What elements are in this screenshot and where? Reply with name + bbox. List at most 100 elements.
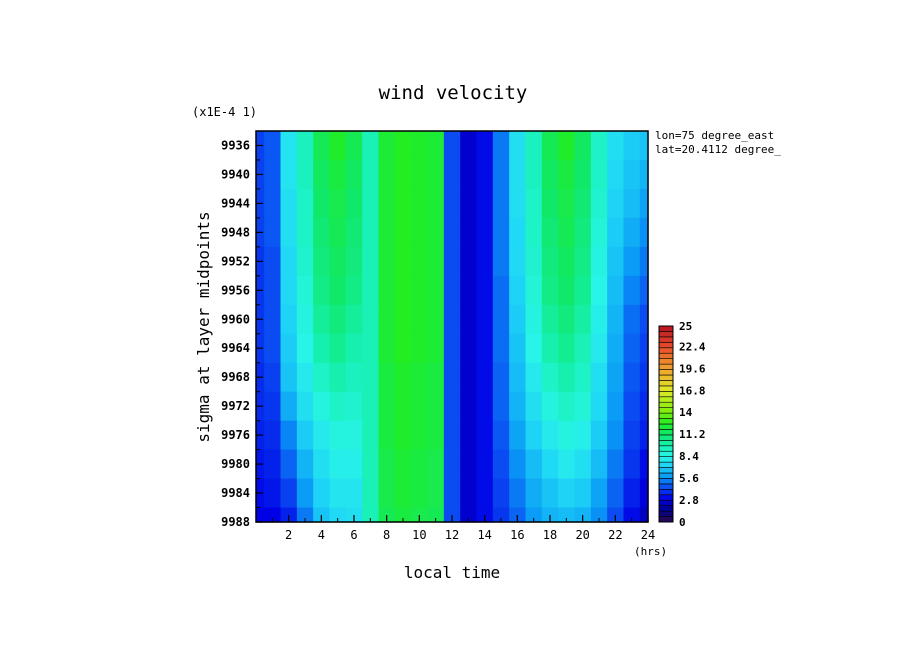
heatmap-cell xyxy=(296,159,314,190)
heatmap-cell xyxy=(492,159,510,190)
heatmap-cell xyxy=(590,304,608,335)
heatmap-cell xyxy=(525,217,543,248)
colorbar-tick-label: 8.4 xyxy=(679,450,699,463)
y-tick-label: 9936 xyxy=(221,138,250,152)
heatmap-cell xyxy=(492,478,510,509)
heatmap-cell xyxy=(378,391,396,422)
heatmap-cell xyxy=(623,333,641,364)
heatmap-cell xyxy=(623,507,641,523)
heatmap-cell xyxy=(362,217,380,248)
heatmap-cell xyxy=(264,304,282,335)
heatmap-cell xyxy=(639,478,649,509)
heatmap-cell xyxy=(394,420,412,451)
heatmap-cell xyxy=(362,333,380,364)
y-tick-label: 9980 xyxy=(221,457,250,471)
heatmap-cell xyxy=(574,304,592,335)
colorbar-swatch xyxy=(658,489,674,496)
heatmap-cell xyxy=(525,507,543,523)
heatmap-cell xyxy=(607,478,625,509)
y-axis-label: sigma at layer midpoints xyxy=(194,211,213,442)
heatmap-cell xyxy=(345,159,363,190)
heatmap-cell xyxy=(607,391,625,422)
heatmap-cell xyxy=(590,159,608,190)
heatmap-cell xyxy=(280,275,298,306)
colorbar-swatch xyxy=(658,450,674,457)
heatmap-cell xyxy=(443,275,461,306)
heatmap-cell xyxy=(296,478,314,509)
heatmap-cell xyxy=(345,478,363,509)
colorbar-swatch xyxy=(658,336,674,343)
heatmap-cell xyxy=(558,362,576,393)
heatmap-cell xyxy=(411,478,429,509)
heatmap-cell xyxy=(590,131,608,161)
colorbar-swatch xyxy=(658,369,674,376)
heatmap-cell xyxy=(574,449,592,480)
heatmap-cell xyxy=(296,391,314,422)
colorbar-tick-label: 5.6 xyxy=(679,472,699,485)
heatmap-cell xyxy=(362,391,380,422)
heatmap-cell xyxy=(574,391,592,422)
heatmap-cell xyxy=(427,275,445,306)
heatmap-cell xyxy=(427,420,445,451)
heatmap-cell xyxy=(313,420,331,451)
y-tick-label: 9948 xyxy=(221,225,250,239)
heatmap-cell xyxy=(558,478,576,509)
heatmap-cell xyxy=(280,362,298,393)
heatmap-cell xyxy=(525,275,543,306)
heatmap-cell xyxy=(280,333,298,364)
heatmap-cell xyxy=(525,362,543,393)
heatmap-cell xyxy=(590,275,608,306)
heatmap-cell xyxy=(639,420,649,451)
heatmap-cell xyxy=(264,333,282,364)
heatmap-cell xyxy=(460,188,478,219)
heatmap-cell xyxy=(280,449,298,480)
heatmap-cell xyxy=(509,275,527,306)
heatmap-cell xyxy=(329,478,347,509)
heatmap-cell xyxy=(574,478,592,509)
heatmap-cell xyxy=(345,362,363,393)
heatmap-cell xyxy=(460,217,478,248)
heatmap-cell xyxy=(476,478,494,509)
heatmap-cell xyxy=(427,304,445,335)
heatmap-cell xyxy=(639,391,649,422)
heatmap-cell xyxy=(378,362,396,393)
heatmap-cell xyxy=(411,246,429,277)
heatmap-cell xyxy=(345,333,363,364)
heatmap-cell xyxy=(623,449,641,480)
heatmap-cell xyxy=(264,449,282,480)
heatmap-cell xyxy=(574,159,592,190)
heatmap-cell xyxy=(558,159,576,190)
heatmap-cell xyxy=(639,333,649,364)
heatmap-cell xyxy=(329,159,347,190)
heatmap-cell xyxy=(590,246,608,277)
heatmap-cell xyxy=(492,131,510,161)
heatmap-cell xyxy=(394,131,412,161)
heatmap-cell xyxy=(541,449,559,480)
heatmap-cell xyxy=(362,304,380,335)
y-tick-label: 9952 xyxy=(221,254,250,268)
heatmap-cell xyxy=(639,131,649,161)
colorbar-swatch xyxy=(658,499,674,506)
x-axis: 2 4 6 8 10 12 14 16 18 20 22 24 xyxy=(271,515,655,542)
heatmap-cell xyxy=(394,188,412,219)
heatmap-cell xyxy=(411,188,429,219)
heatmap-cell xyxy=(362,188,380,219)
y-tick-label: 9960 xyxy=(221,312,250,326)
heatmap-cell xyxy=(313,391,331,422)
heatmap-cell xyxy=(476,333,494,364)
heatmap-cell xyxy=(509,449,527,480)
heatmap-cell xyxy=(378,333,396,364)
heatmap-cell xyxy=(574,333,592,364)
colorbar-tick-label: 11.2 xyxy=(679,428,706,441)
heatmap-cell xyxy=(329,391,347,422)
heatmap-cell xyxy=(264,420,282,451)
heatmap-cell xyxy=(394,391,412,422)
x-axis-label: local time xyxy=(404,563,500,582)
heatmap-cell xyxy=(541,362,559,393)
heatmap-cell xyxy=(411,131,429,161)
heatmap-cell xyxy=(411,449,429,480)
heatmap-cell xyxy=(264,159,282,190)
heatmap-cell xyxy=(590,188,608,219)
heatmap-cell xyxy=(264,362,282,393)
heatmap-cell xyxy=(525,449,543,480)
